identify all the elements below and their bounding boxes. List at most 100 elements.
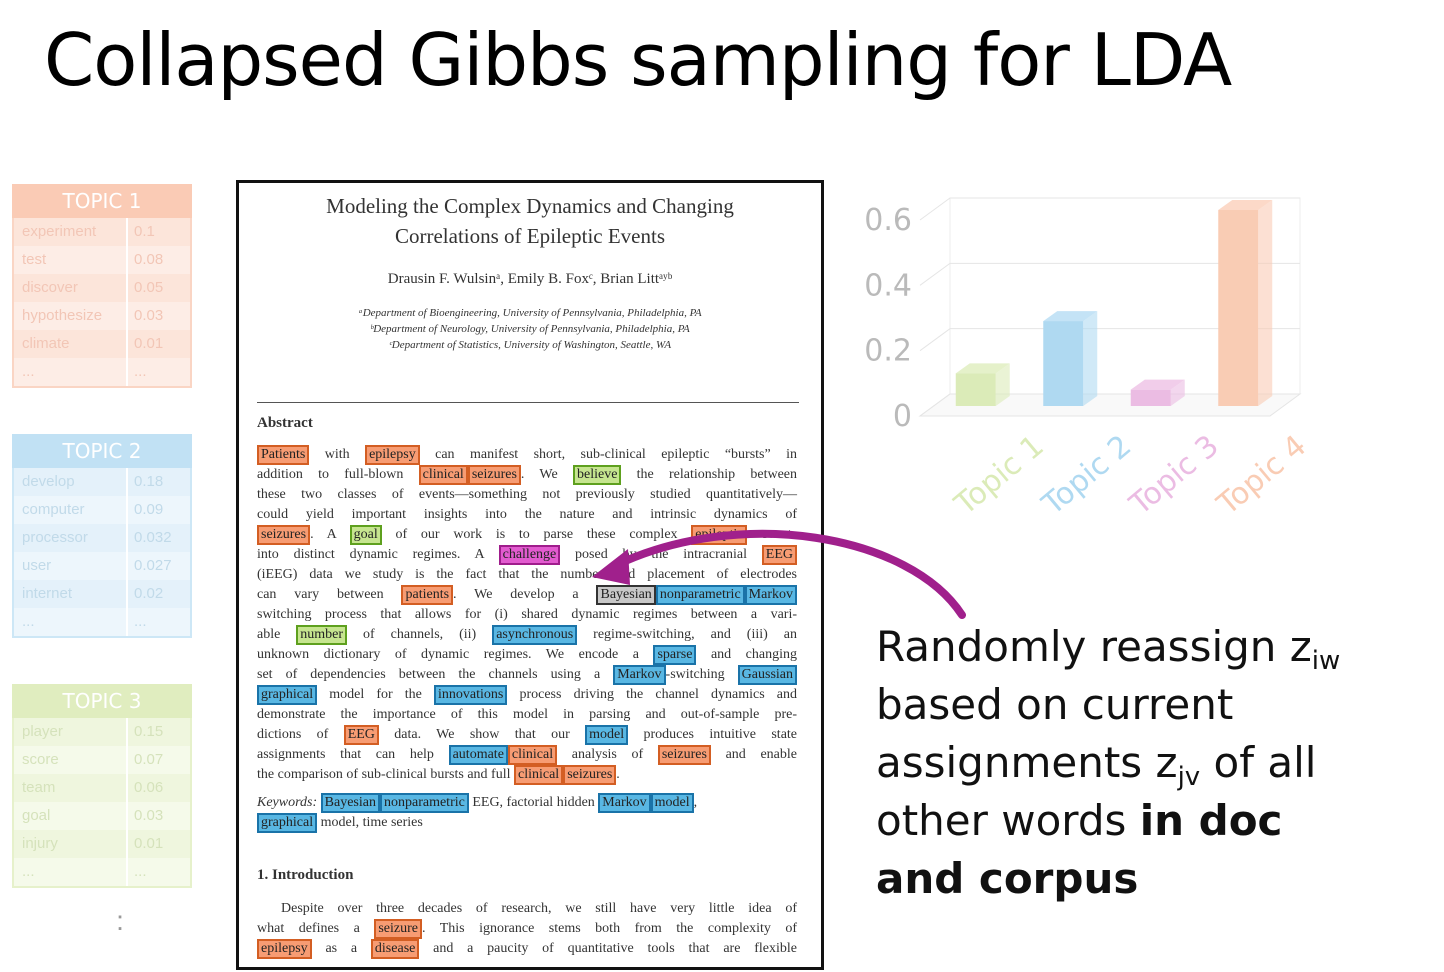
y-tick-label: 0.4 [864, 268, 912, 303]
highlighted-word: sparse [653, 645, 697, 665]
caption-text: assignments z [876, 738, 1178, 787]
section-heading: 1. Introduction [257, 867, 354, 883]
text-span: . A [310, 527, 350, 542]
text-span: into distinct dynamic regimes. A [257, 547, 499, 562]
highlighted-word: innovations [434, 685, 508, 705]
topic-row: goal 0.03 [14, 802, 190, 830]
affiliation: ᵃDepartment of Bioengineering, Universit… [358, 307, 702, 319]
bar-top [1043, 311, 1098, 322]
text-span: could yield important insights into the … [257, 507, 797, 522]
text-span: with [309, 447, 366, 462]
text-span: model, time series [317, 815, 423, 830]
topic-rows: develop 0.18 computer 0.09 processor 0.032 … [12, 468, 192, 638]
highlighted-word: clinical [514, 765, 564, 785]
topic-prob: 0.03 [134, 807, 164, 824]
highlighted-word: Markov [744, 585, 797, 605]
bar [1043, 321, 1084, 406]
paper-title: Modeling the Complex Dynamics and Changi… [239, 191, 821, 251]
text-line: Keywords: Bayesian nonparametric EEG, fac… [257, 793, 797, 813]
divider [257, 402, 799, 403]
topic-word: ... [14, 358, 128, 386]
topic-row: test 0.08 [14, 246, 190, 274]
topic-table-1: TOPIC 1 experiment 0.1 test 0.08 discover 0… [12, 184, 192, 388]
highlighted-word: Bayesian [320, 793, 380, 813]
text-line: unknown dictionary of dynamic regimes. W… [257, 645, 797, 665]
paper-title-line: Modeling the Complex Dynamics and Changi… [326, 194, 734, 218]
text-span: produces intuitive state [628, 727, 798, 742]
highlighted-word: nonparametric [379, 793, 469, 813]
highlighted-word: EEG [343, 725, 379, 745]
caption-text: Randomly reassign z [876, 622, 1312, 671]
text-span: and enable [710, 747, 797, 762]
text-line: could yield important insights into the … [257, 505, 797, 525]
bar-side [1170, 379, 1185, 406]
text-span: switching process that allows for (i) sh… [257, 607, 797, 622]
arrow-head [592, 549, 630, 585]
text-span: assignments that can help [257, 747, 449, 762]
topic-prob: 0.08 [134, 251, 164, 268]
bar-side [1258, 200, 1273, 406]
text-span: model for the [317, 687, 434, 702]
topic-word: develop [14, 468, 128, 496]
topic-row: discover 0.05 [14, 274, 190, 302]
topic-row: user 0.027 [14, 552, 190, 580]
paper-authors: Drausin F. Wulsinᵃ, Emily B. Foxᶜ, Brian… [387, 271, 673, 287]
topic-prob: 0.15 [134, 723, 164, 740]
highlighted-word: asynchronous [492, 625, 578, 645]
text-span: . We develop a [453, 587, 597, 602]
bar [1130, 389, 1171, 406]
topic-row: experiment 0.1 [14, 218, 190, 246]
highlighted-word: Gaussian [737, 665, 797, 685]
topic-word: experiment [14, 218, 128, 246]
highlighted-word: patients [401, 585, 454, 605]
grid-line [919, 393, 1300, 417]
topic-rows: player 0.15 score 0.07 team 0.06 goal 0.03 i… [12, 718, 192, 888]
grid-line [919, 328, 1300, 352]
topic-prob: 0.06 [134, 779, 164, 796]
highlighted-word: seizures [467, 465, 521, 485]
topic-row: computer 0.09 [14, 496, 190, 524]
topic-row: team 0.06 [14, 774, 190, 802]
topic-word: user [14, 552, 128, 580]
text-line: demonstrate the importance of this model… [257, 705, 797, 725]
topic-table-3: TOPIC 3 player 0.15 score 0.07 team 0.06 go… [12, 684, 192, 888]
bar-top [1218, 200, 1273, 210]
highlighted-word: EEG [761, 545, 797, 565]
text-span: EEG, factorial hidden [468, 795, 599, 810]
topic-row: ...... [14, 358, 190, 386]
topic-prob: 0.1 [134, 223, 155, 240]
caption-line: Randomly reassign ziw [876, 618, 1416, 676]
bar-side [1083, 311, 1098, 406]
highlighted-word: clinical [507, 745, 558, 765]
paper-title-line: Correlations of Epileptic Events [394, 224, 666, 248]
highlighted-word: nonparametric [655, 585, 745, 605]
x-tick-label: Topic 3 [1123, 428, 1226, 522]
text-line: Patients with epilepsy can manifest shor… [257, 445, 797, 465]
text-span: process driving the channel dynamics and [507, 687, 797, 702]
caption: Randomly reassign ziw based on current a… [876, 618, 1416, 908]
text-span: can manifest short, sub-clinical epilept… [419, 447, 797, 462]
text-span: -switching [665, 667, 738, 682]
topic-word: discover [14, 274, 128, 302]
text-line: (iEEG) data we study is the fact that th… [257, 565, 797, 585]
text-span: set of dependencies between the channels… [257, 667, 614, 682]
bar-top [955, 363, 1010, 374]
caption-text: other words [876, 796, 1140, 845]
text-span: and changing [696, 647, 797, 662]
topic-prob: ... [134, 613, 147, 630]
topic-word: climate [14, 330, 128, 358]
grid-line [919, 262, 1300, 286]
topic-word: hypothesize [14, 302, 128, 330]
highlighted-word: challenge [498, 545, 561, 565]
topic-header: TOPIC 2 [12, 434, 192, 468]
y-tick-label: 0.2 [864, 334, 912, 369]
highlighted-word: seizure [374, 919, 422, 939]
more-topics-ellipsis: : [116, 905, 124, 936]
slide-title: Collapsed Gibbs sampling for LDA [44, 18, 1232, 102]
text-span: the relationship between [621, 467, 797, 482]
arrow-curve [608, 529, 966, 619]
highlighted-word: epilepsy [257, 939, 312, 959]
bar-side [995, 363, 1010, 406]
highlighted-word: graphical [257, 813, 318, 833]
